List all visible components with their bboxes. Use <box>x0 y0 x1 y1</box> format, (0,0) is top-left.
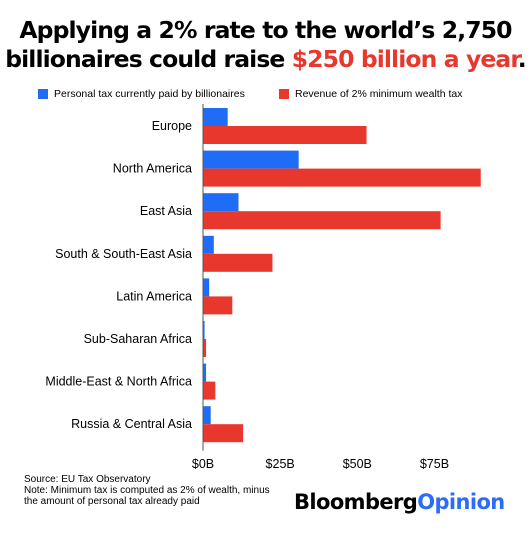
category-label-middle-east-north-africa: Middle-East & North Africa <box>45 375 192 389</box>
category-label-south-south-east-asia: South & South-East Asia <box>55 247 192 261</box>
title-highlight: $250 billion a year <box>291 45 519 73</box>
category-label-east-asia: East Asia <box>140 204 192 218</box>
legend-label-tax-paid: Personal tax currently paid by billionai… <box>54 88 245 100</box>
bar-tax-paid-russia-central-asia <box>203 406 211 425</box>
category-label-europe: Europe <box>152 119 192 133</box>
note-text: Note: Minimum tax is computed as 2% of w… <box>24 485 270 507</box>
category-label-sub-saharan-africa: Sub-Saharan Africa <box>84 332 192 346</box>
bar-revenue-east-asia <box>203 211 441 230</box>
x-tick-label-75: $75B <box>420 457 449 471</box>
title-line-2: billionaires could raise $250 billion a … <box>0 45 531 74</box>
bar-revenue-latin-america <box>203 296 233 315</box>
bar-tax-paid-north-america <box>203 150 299 169</box>
bar-revenue-europe <box>203 126 367 144</box>
legend-swatch-tax-paid <box>38 89 48 99</box>
category-label-north-america: North America <box>113 162 192 176</box>
bar-tax-paid-south-south-east-asia <box>203 235 214 254</box>
chart-footnote: Source: EU Tax Observatory Note: Minimum… <box>24 474 274 507</box>
x-tick-label-50: $50B <box>343 457 372 471</box>
bar-tax-paid-europe <box>203 108 228 126</box>
brand-part-1: Bloomberg <box>294 490 418 514</box>
bar-tax-paid-middle-east-north-africa <box>203 363 207 382</box>
legend-item-revenue: Revenue of 2% minimum wealth tax <box>279 88 463 100</box>
title-line-2-prefix: billionaires could raise <box>5 45 292 73</box>
source-text: Source: EU Tax Observatory <box>24 474 151 485</box>
category-label-russia-central-asia: Russia & Central Asia <box>71 417 192 431</box>
legend-item-tax-paid: Personal tax currently paid by billionai… <box>38 88 245 100</box>
bloomberg-opinion-logo: BloombergOpinion <box>294 490 505 514</box>
bar-revenue-russia-central-asia <box>203 424 244 443</box>
bar-tax-paid-latin-america <box>203 278 210 297</box>
bar-revenue-sub-saharan-africa <box>203 339 207 357</box>
bar-revenue-middle-east-north-africa <box>203 381 216 400</box>
x-tick-label-25: $25B <box>266 457 295 471</box>
chart-title: Applying a 2% rate to the world’s 2,750 … <box>0 16 531 74</box>
x-tick-label-0: $0B <box>192 457 214 471</box>
bar-tax-paid-sub-saharan-africa <box>203 321 205 339</box>
title-line-2-suffix: . <box>517 45 527 73</box>
bar-revenue-south-south-east-asia <box>203 253 273 272</box>
brand-part-2: Opinion <box>417 490 505 514</box>
title-line-1: Applying a 2% rate to the world’s 2,750 <box>19 16 512 44</box>
category-label-latin-america: Latin America <box>116 289 192 303</box>
legend-label-revenue: Revenue of 2% minimum wealth tax <box>295 88 463 100</box>
bar-tax-paid-east-asia <box>203 193 239 212</box>
bar-revenue-north-america <box>203 168 481 187</box>
legend-swatch-revenue <box>279 89 289 99</box>
